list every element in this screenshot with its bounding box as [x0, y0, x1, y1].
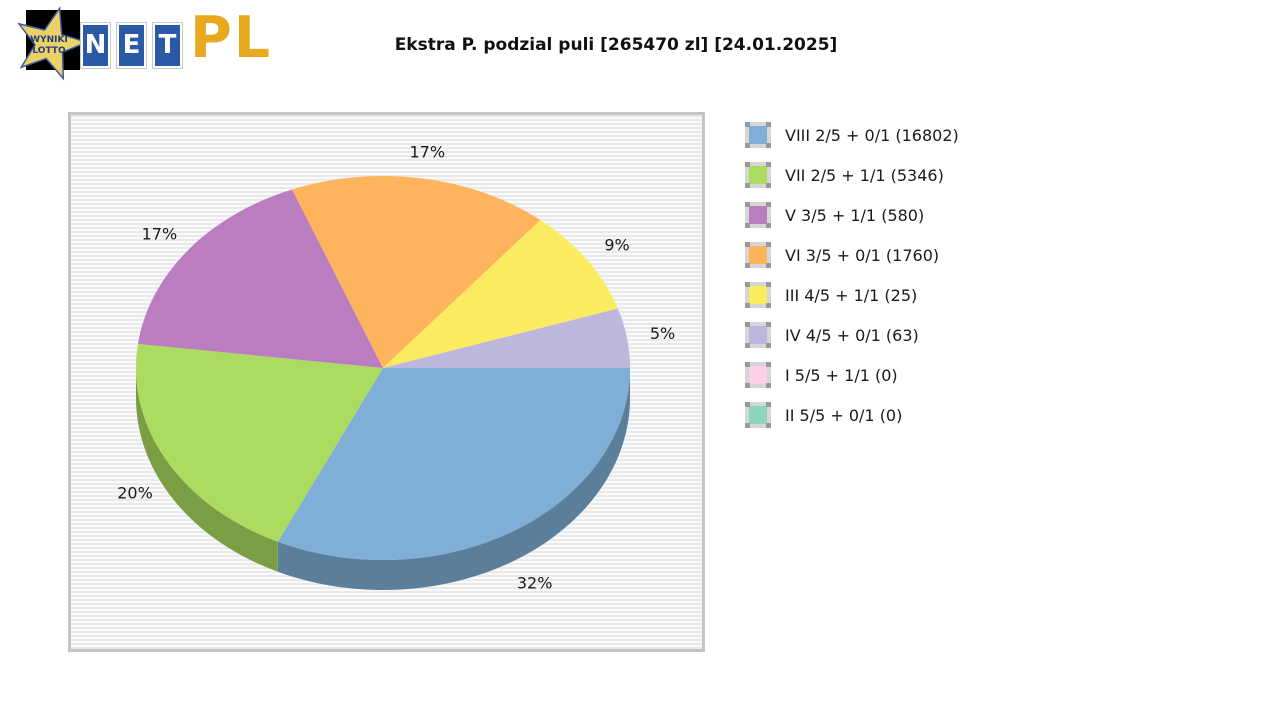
legend-label: IV 4/5 + 0/1 (63) — [785, 325, 919, 345]
swatch-corner-dot — [766, 303, 771, 308]
swatch-corner-dot — [766, 263, 771, 268]
logo-tile-e: E — [117, 23, 146, 68]
pie-slice-vii — [136, 343, 383, 542]
logo-net-tiles: N E T — [81, 23, 182, 68]
pie-slice-side-viii — [277, 368, 630, 590]
legend-label: III 4/5 + 1/1 (25) — [785, 285, 918, 305]
legend-item: I 5/5 + 1/1 (0) — [745, 362, 959, 388]
logo-tile-n: N — [81, 23, 110, 68]
legend-item: III 4/5 + 1/1 (25) — [745, 282, 959, 308]
pie-percent-label: 17% — [409, 143, 445, 162]
star-shape — [17, 6, 90, 81]
legend-item: VII 2/5 + 1/1 (5346) — [745, 162, 959, 188]
pie-percent-label: 5% — [650, 324, 675, 343]
legend-label: I 5/5 + 1/1 (0) — [785, 365, 898, 385]
site-logo-link[interactable]: WYNIKI LOTTO N E T PL — [8, 2, 278, 88]
legend-swatch — [745, 322, 771, 348]
legend-swatch — [745, 122, 771, 148]
legend-swatch — [745, 242, 771, 268]
pie-chart: 32% 20% 17% 17% 9% 5% — [117, 143, 675, 593]
legend-label: II 5/5 + 0/1 (0) — [785, 405, 903, 425]
pie-chart-panel: 32% 20% 17% 17% 9% 5% — [68, 112, 705, 652]
swatch-corner-dot — [766, 282, 771, 287]
swatch-corner-dot — [745, 402, 750, 407]
swatch-corner-dot — [766, 223, 771, 228]
logo-pl-text: PL — [190, 5, 273, 71]
swatch-corner-dot — [745, 183, 750, 188]
legend-item: V 3/5 + 1/1 (580) — [745, 202, 959, 228]
swatch-corner-dot — [745, 122, 750, 127]
swatch-corner-dot — [766, 402, 771, 407]
swatch-corner-dot — [745, 242, 750, 247]
legend-swatch — [745, 402, 771, 428]
swatch-corner-dot — [766, 383, 771, 388]
pie-percent-label: 20% — [117, 483, 153, 502]
swatch-corner-dot — [766, 343, 771, 348]
legend-swatch — [745, 202, 771, 228]
pie-slice-side-vii — [135, 368, 278, 572]
legend-swatch — [745, 162, 771, 188]
swatch-corner-dot — [766, 143, 771, 148]
swatch-corner-dot — [766, 322, 771, 327]
legend-label: VIII 2/5 + 0/1 (16802) — [785, 125, 959, 145]
pie-percent-label: 32% — [517, 573, 553, 592]
swatch-corner-dot — [745, 143, 750, 148]
legend-swatch — [745, 362, 771, 388]
pie-percent-label: 17% — [142, 224, 178, 243]
swatch-corner-dot — [745, 263, 750, 268]
pie-slice-viii — [277, 368, 630, 560]
legend-swatch — [745, 282, 771, 308]
pie-slice-vi — [292, 176, 541, 368]
swatch-corner-dot — [745, 303, 750, 308]
legend-label: VII 2/5 + 1/1 (5346) — [785, 165, 944, 185]
legend-item: II 5/5 + 0/1 (0) — [745, 402, 959, 428]
legend-item: IV 4/5 + 0/1 (63) — [745, 322, 959, 348]
legend: VIII 2/5 + 0/1 (16802) VII 2/5 + 1/1 (534… — [745, 122, 959, 442]
lotto-star-icon: WYNIKI LOTTO — [17, 6, 90, 81]
swatch-corner-dot — [745, 282, 750, 287]
logo-tile-t: T — [153, 23, 182, 68]
swatch-corner-dot — [745, 343, 750, 348]
swatch-corner-dot — [766, 362, 771, 367]
swatch-corner-dot — [745, 423, 750, 428]
star-text-line2: LOTTO — [32, 46, 66, 56]
swatch-corner-dot — [766, 183, 771, 188]
legend-item: VIII 2/5 + 0/1 (16802) — [745, 122, 959, 148]
pie-slice-v — [137, 189, 383, 368]
page-title: Ekstra P. podzial puli [265470 zl] [24.0… — [394, 35, 838, 55]
swatch-corner-dot — [766, 202, 771, 207]
swatch-corner-dot — [745, 362, 750, 367]
pie-slice-iii — [383, 220, 618, 368]
swatch-corner-dot — [745, 162, 750, 167]
legend-label: VI 3/5 + 0/1 (1760) — [785, 245, 940, 265]
pie-slice-iv — [383, 308, 630, 368]
star-text-line1: WYNIKI — [30, 35, 68, 45]
swatch-corner-dot — [745, 202, 750, 207]
pie-percent-label: 9% — [604, 235, 629, 254]
swatch-corner-dot — [766, 242, 771, 247]
swatch-corner-dot — [766, 423, 771, 428]
swatch-corner-dot — [745, 223, 750, 228]
swatch-corner-dot — [745, 322, 750, 327]
swatch-corner-dot — [745, 383, 750, 388]
legend-item: VI 3/5 + 0/1 (1760) — [745, 242, 959, 268]
legend-label: V 3/5 + 1/1 (580) — [785, 205, 925, 225]
swatch-corner-dot — [766, 162, 771, 167]
swatch-corner-dot — [766, 122, 771, 127]
